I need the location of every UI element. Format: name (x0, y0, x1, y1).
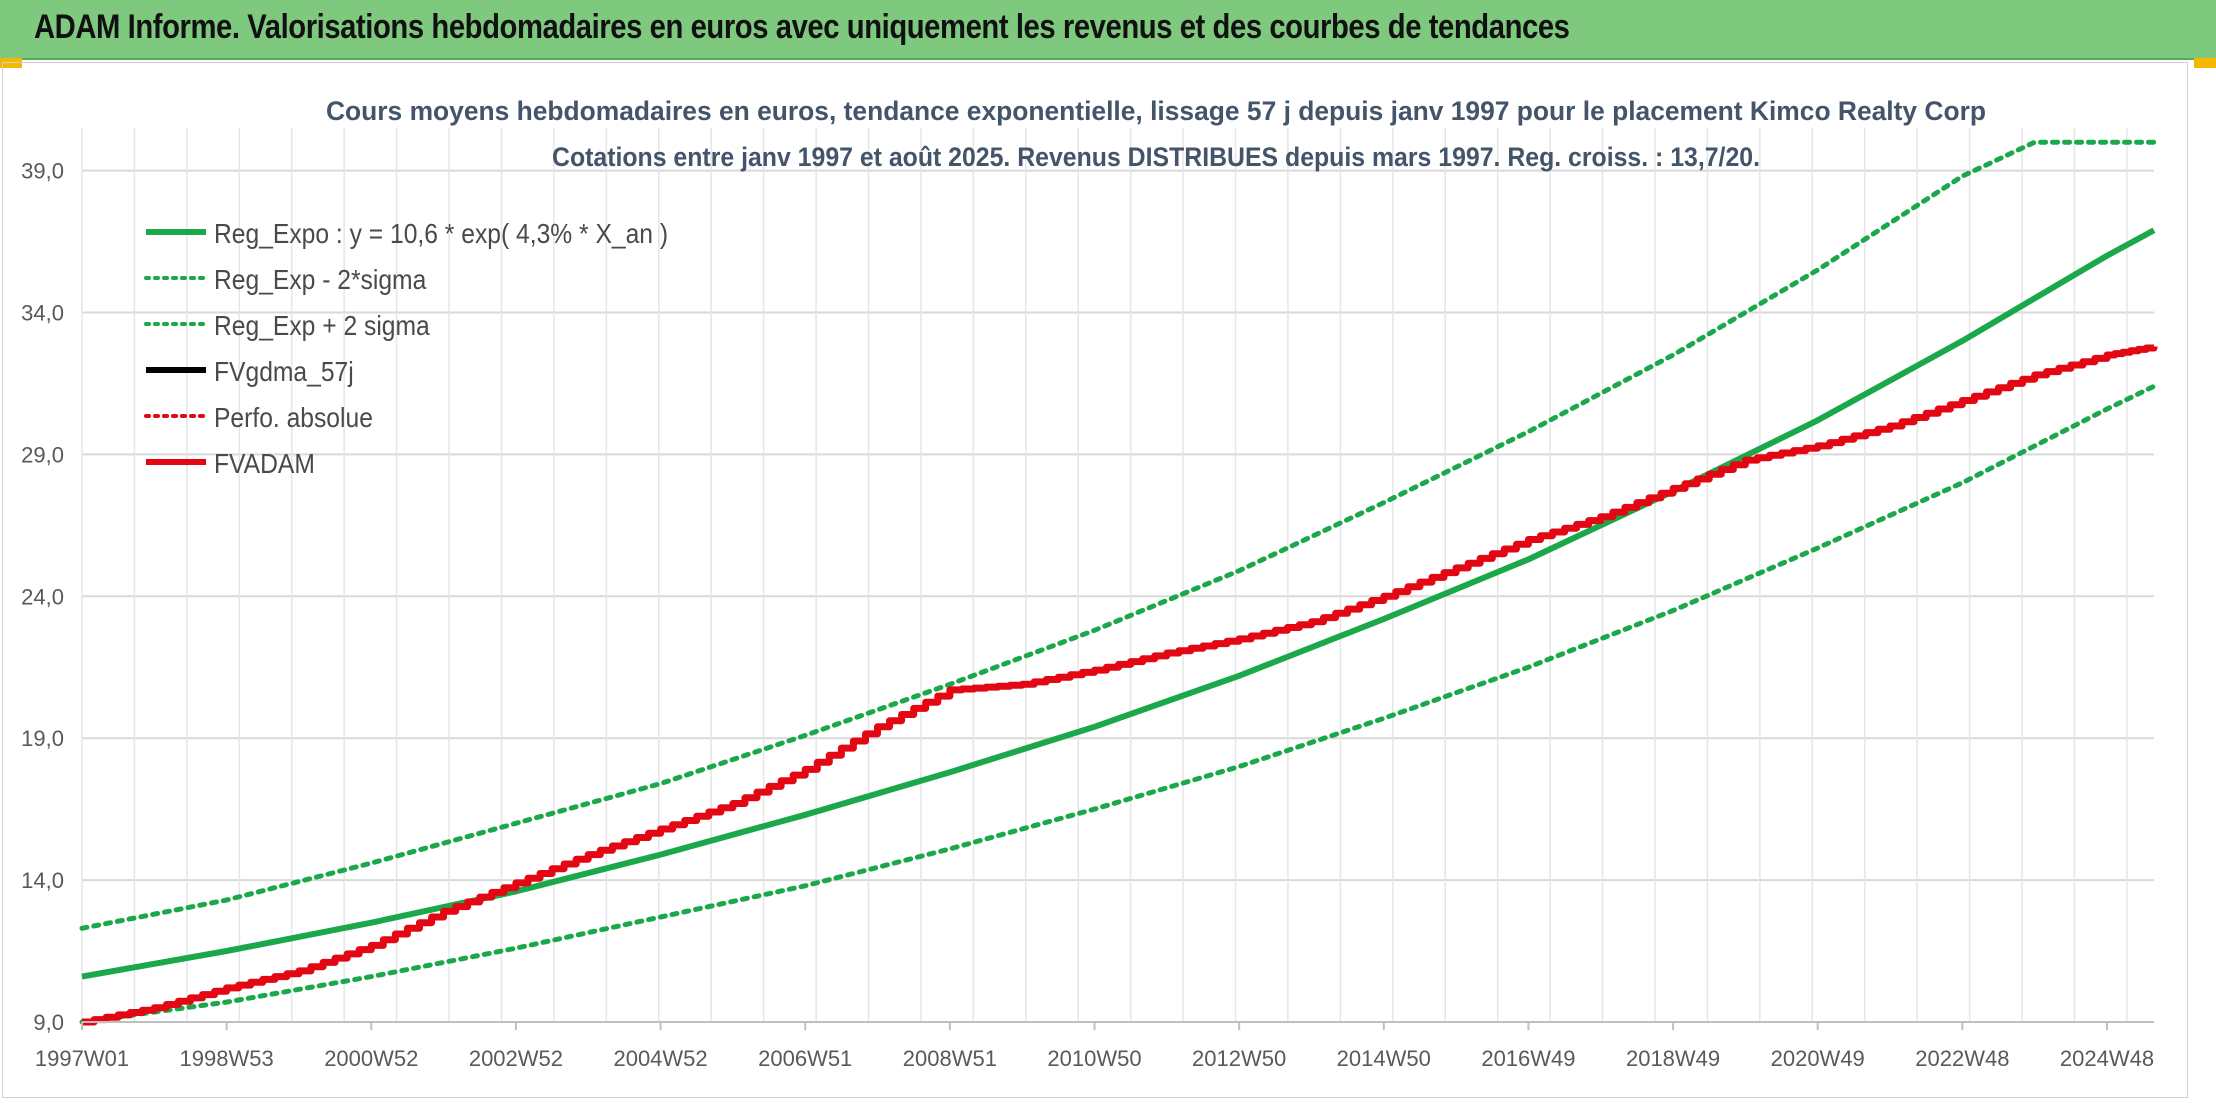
chart-subtitle: Cotations entre janv 1997 et août 2025. … (552, 142, 1760, 172)
legend-label: FVgdma_57j (214, 356, 354, 387)
x-tick-label: 2010W50 (1047, 1046, 1141, 1071)
grid-layer (81, 128, 2154, 1023)
x-tick-label: 2012W50 (1192, 1046, 1286, 1071)
chart-title: Cours moyens hebdomadaires en euros, ten… (326, 96, 1986, 126)
chart-frame (2, 62, 2188, 1098)
x-tick-label: 2022W48 (1915, 1046, 2009, 1071)
series-line-reg-exp-minus-2sigma (79, 383, 2157, 1025)
x-tick-label: 2004W52 (613, 1046, 707, 1071)
legend-swatch (144, 276, 208, 280)
y-tick-label: 19,0 (21, 726, 64, 751)
y-tick-label: 39,0 (21, 159, 64, 184)
x-tick-label: 2024W48 (2060, 1046, 2154, 1071)
x-tick-label: 2002W52 (469, 1046, 563, 1071)
legend-swatch (144, 414, 208, 418)
x-tick-label: 1998W53 (180, 1046, 274, 1071)
axis-layer: 9,0 14,0 19,0 24,0 29,0 34,0 39,0 1997W01 1998W5… (21, 159, 2154, 1071)
legend-swatch (146, 459, 206, 465)
legend-swatch (146, 367, 206, 373)
corner-mark-left (0, 58, 22, 68)
corner-mark-right (2194, 58, 2216, 68)
x-tick-label: 2020W49 (1771, 1046, 1865, 1071)
page-title: ADAM Informe. Valorisations hebdomadaire… (34, 8, 1570, 46)
y-tick-label: 34,0 (21, 300, 64, 325)
legend-label: FVADAM (214, 448, 315, 479)
x-tick-label: 2008W51 (903, 1046, 997, 1071)
header-banner: ADAM Informe. Valorisations hebdomadaire… (0, 0, 2216, 60)
legend-label: Reg_Expo : y = 10,6 * exp( 4,3% * X_an ) (214, 218, 669, 249)
series-line-fvadam (82, 344, 2158, 1026)
y-tick-label: 9,0 (33, 1010, 64, 1035)
legend-label: Reg_Exp - 2*sigma (214, 264, 427, 295)
legend-swatch (146, 229, 206, 235)
legend-label: Perfo. absolue (214, 402, 373, 433)
x-tick-label: 2014W50 (1337, 1046, 1431, 1071)
x-tick-label: 2006W51 (758, 1046, 852, 1071)
y-tick-label: 24,0 (21, 584, 64, 609)
series-line-reg-exp-plus-2sigma (79, 139, 2157, 931)
x-tick-label: 2018W49 (1626, 1046, 1720, 1071)
y-tick-label: 14,0 (21, 868, 64, 893)
legend-label: Reg_Exp + 2 sigma (214, 310, 430, 341)
x-tick-label: 2000W52 (324, 1046, 418, 1071)
legend-swatch (144, 322, 208, 326)
y-tick-label: 29,0 (21, 442, 64, 467)
x-tick-label: 1997W01 (35, 1046, 129, 1071)
series-line-reg-expo (81, 227, 2156, 980)
series-layer (79, 139, 2158, 1026)
x-tick-label: 2016W49 (1481, 1046, 1575, 1071)
